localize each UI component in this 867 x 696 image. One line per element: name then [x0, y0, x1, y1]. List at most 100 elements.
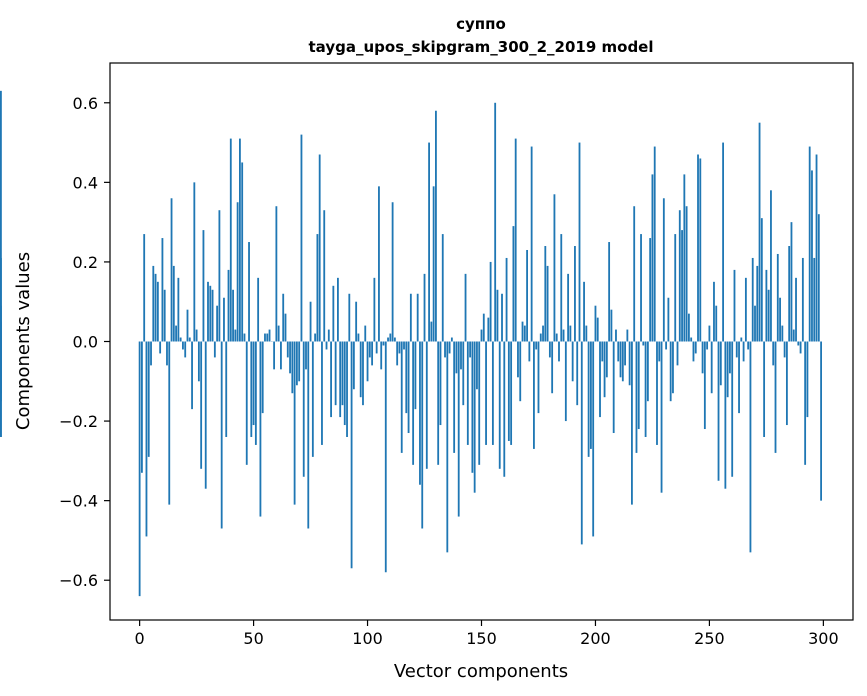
- bar: [519, 341, 522, 402]
- bar: [690, 337, 693, 342]
- bar: [298, 341, 301, 382]
- bar: [717, 341, 720, 481]
- bar: [788, 246, 791, 342]
- y-tick-label: 0.0: [73, 333, 98, 352]
- bar: [662, 198, 665, 342]
- bar: [608, 242, 611, 342]
- bar: [738, 341, 740, 414]
- bar: [389, 333, 392, 342]
- bar: [731, 341, 734, 477]
- bar: [799, 341, 802, 354]
- bar: [264, 333, 266, 342]
- bar: [396, 341, 399, 366]
- bar: [346, 341, 348, 437]
- bar: [348, 293, 351, 342]
- bar: [795, 277, 797, 342]
- bar: [749, 341, 752, 553]
- bar: [227, 269, 230, 342]
- bar: [248, 242, 250, 342]
- bar: [758, 122, 761, 342]
- bar: [188, 337, 191, 342]
- bar: [393, 337, 396, 342]
- bar: [624, 341, 626, 366]
- bar: [234, 329, 237, 342]
- bar: [544, 246, 547, 342]
- y-tick-label: 0.6: [73, 94, 98, 113]
- bar: [674, 234, 677, 342]
- bar: [713, 281, 715, 342]
- bar: [161, 238, 164, 342]
- bar: [0, 90, 2, 342]
- bar: [193, 182, 196, 342]
- bar: [225, 341, 228, 437]
- bar: [202, 230, 205, 342]
- bar: [660, 341, 663, 493]
- y-tick-label: 0.4: [73, 173, 98, 192]
- bar: [562, 329, 565, 342]
- bar: [512, 226, 515, 342]
- bar: [362, 341, 364, 406]
- bar: [708, 325, 711, 342]
- bar: [384, 341, 387, 573]
- bar: [471, 341, 474, 473]
- bar: [450, 337, 453, 342]
- bar: [649, 238, 652, 342]
- bar: [145, 341, 148, 537]
- bar: [289, 341, 291, 374]
- x-tick-label: 250: [694, 629, 725, 648]
- bar: [626, 329, 629, 342]
- bar: [375, 341, 378, 354]
- bar: [526, 249, 528, 342]
- bar: [275, 206, 278, 342]
- bar: [785, 341, 788, 426]
- x-tick-label: 100: [352, 629, 383, 648]
- bar: [366, 341, 369, 382]
- bar: [0, 341, 2, 402]
- bar: [339, 341, 342, 418]
- bar: [729, 341, 731, 374]
- y-axis-title: Components values: [13, 252, 34, 430]
- bar: [437, 341, 440, 465]
- bar: [380, 341, 383, 370]
- bar: [357, 333, 360, 342]
- bar: [710, 341, 713, 394]
- bar: [398, 341, 401, 354]
- bar: [742, 341, 745, 362]
- bar: [585, 325, 588, 342]
- x-tick-label: 200: [580, 629, 611, 648]
- bar: [457, 341, 460, 517]
- bar: [175, 325, 177, 342]
- bar: [615, 329, 617, 342]
- bar: [523, 325, 526, 342]
- bar: [669, 341, 672, 402]
- bar: [352, 341, 355, 390]
- bar: [204, 341, 207, 489]
- bar: [266, 333, 269, 342]
- bar: [409, 293, 412, 342]
- bar: [414, 341, 417, 410]
- bar: [209, 285, 212, 342]
- bar: [533, 341, 535, 449]
- bar: [594, 305, 597, 342]
- bar: [191, 341, 193, 410]
- bar: [280, 341, 282, 370]
- bar: [576, 341, 579, 406]
- bar: [462, 341, 465, 406]
- bar: [480, 329, 483, 342]
- bar: [250, 341, 253, 437]
- bar: [368, 341, 371, 358]
- bar: [302, 341, 305, 477]
- bar: [747, 341, 750, 350]
- bar: [665, 341, 668, 350]
- bar: [558, 341, 560, 362]
- bar: [683, 174, 686, 342]
- bar: [528, 341, 531, 362]
- bar: [546, 265, 549, 342]
- bar: [706, 341, 709, 350]
- bar: [754, 305, 756, 342]
- bar: [147, 341, 150, 457]
- bar: [567, 273, 570, 342]
- bar: [359, 341, 362, 398]
- bar: [195, 329, 198, 342]
